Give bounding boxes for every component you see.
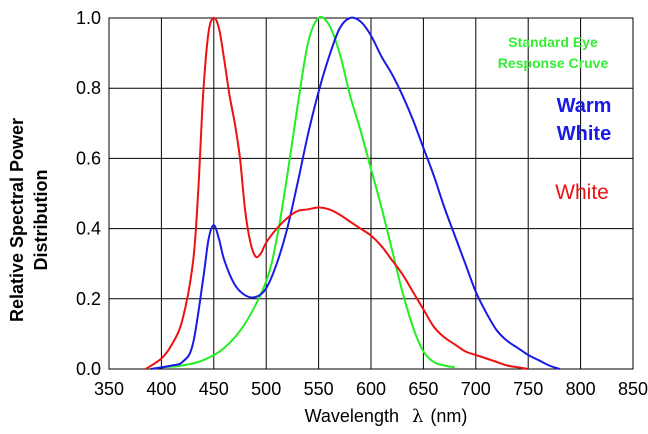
x-tick-label: 500	[251, 379, 281, 399]
y-tick-label: 0.0	[76, 359, 101, 379]
eye-response-label-line1: Standard Eye	[508, 34, 598, 50]
warm-white-label-line2: White	[557, 123, 611, 145]
series-curve-1	[150, 16, 560, 370]
x-tick-label: 750	[513, 379, 543, 399]
y-tick-label: 0.8	[76, 78, 101, 98]
x-axis-unit: (nm)	[430, 406, 467, 426]
x-tick-label: 650	[408, 379, 438, 399]
eye-response-label-line2: Response Cruve	[498, 55, 609, 71]
x-tick-label: 400	[146, 379, 176, 399]
grid	[108, 17, 634, 370]
x-tick-label: 350	[94, 379, 124, 399]
x-tick-labels: 350 400 450 500 550 600 650 700 750 800 850	[94, 379, 648, 399]
series-curve-2	[145, 16, 529, 370]
y-tick-label: 0.4	[76, 219, 101, 239]
x-tick-label: 600	[356, 379, 386, 399]
white-label: White	[555, 181, 609, 204]
y-axis-title-line1: Relative Spectral Power	[7, 118, 27, 322]
y-tick-label: 0.2	[76, 289, 101, 309]
x-tick-label: 550	[304, 379, 334, 399]
warm-white-label-line1: Warm	[557, 95, 612, 117]
x-tick-label: 700	[461, 379, 491, 399]
y-tick-label: 0.6	[76, 148, 101, 168]
curves	[145, 16, 560, 370]
x-axis-title-text: Wavelength	[305, 406, 399, 426]
y-tick-labels: 0.0 0.2 0.4 0.6 0.8 1.0	[76, 8, 101, 379]
y-axis-title-line2: Distribution	[31, 170, 51, 271]
x-axis-lambda: λ	[412, 406, 423, 427]
y-tick-label: 1.0	[76, 8, 101, 28]
x-axis-title: Wavelength λ (nm)	[305, 406, 468, 427]
x-tick-label: 450	[199, 379, 229, 399]
x-tick-label: 800	[566, 379, 596, 399]
x-tick-label: 850	[618, 379, 648, 399]
series-curve-0	[161, 16, 455, 369]
